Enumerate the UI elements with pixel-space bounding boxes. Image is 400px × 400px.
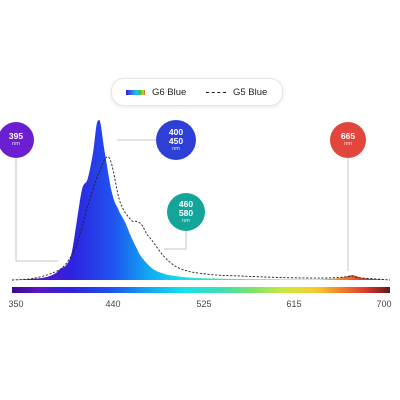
x-tick-label: 525 — [196, 299, 212, 309]
marker-unit: nm — [344, 141, 352, 148]
legend-label-g5: G5 Blue — [233, 86, 268, 98]
leader-line — [164, 231, 187, 250]
legend-item-g5: G5 Blue — [206, 79, 267, 105]
g5-swatch — [206, 91, 226, 93]
marker-wavelength: 450 — [168, 135, 184, 146]
marker-wavelength: 665 — [340, 131, 356, 142]
leader-line — [15, 158, 58, 262]
wavelength-marker: 400 450 nm — [156, 120, 196, 160]
wavelength-marker: 460 580 nm — [167, 193, 205, 231]
legend-item-g6: G6 Blue — [126, 79, 186, 105]
g6-swatch — [126, 89, 145, 95]
marker-wavelength: 460 — [178, 198, 194, 209]
x-tick-label: 440 — [105, 299, 121, 309]
x-tick-label: 615 — [286, 299, 302, 309]
marker-leader-lines — [15, 139, 349, 271]
legend-label-g6: G6 Blue — [152, 86, 187, 98]
wavelength-marker: 665 nm — [330, 122, 366, 158]
series-g5-blue-line — [11, 156, 391, 281]
x-tick-label: 350 — [8, 299, 24, 309]
wavelength-color-bar — [12, 287, 390, 293]
marker-wavelength: 395 — [8, 131, 24, 142]
marker-unit: nm — [172, 145, 180, 152]
legend: G6 Blue G5 Blue — [111, 78, 283, 106]
series-g6-blue-area — [12, 119, 390, 280]
marker-wavelength: 580 — [178, 207, 194, 218]
marker-wavelength: 400 — [168, 126, 184, 137]
marker-unit: nm — [182, 217, 190, 224]
marker-unit: nm — [12, 141, 20, 148]
wavelength-marker: 395 nm — [0, 122, 34, 158]
x-tick-label: 700 — [376, 299, 392, 309]
